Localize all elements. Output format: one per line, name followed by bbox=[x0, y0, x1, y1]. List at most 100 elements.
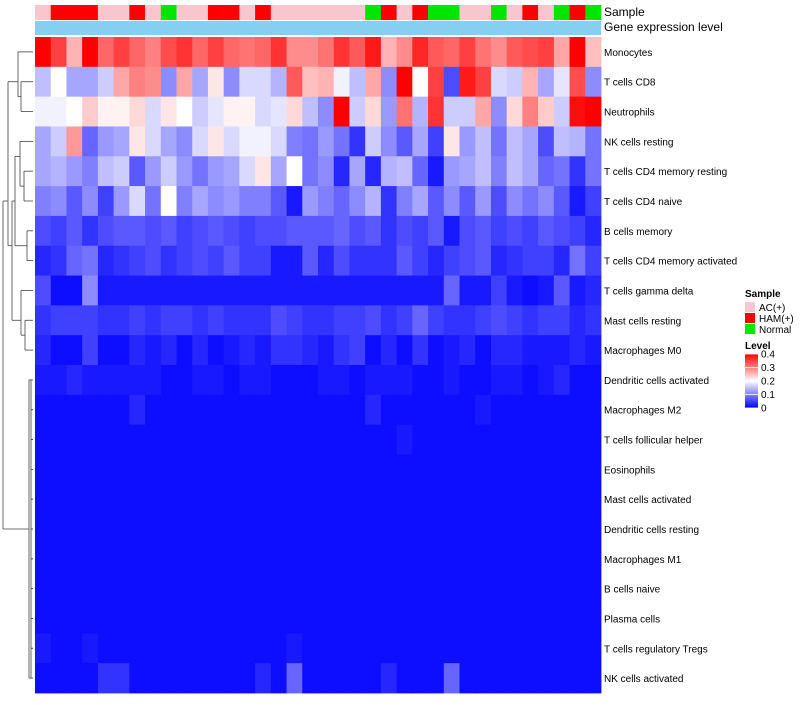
heatmap-cell bbox=[443, 633, 460, 664]
heatmap-cell bbox=[428, 663, 445, 694]
heatmap-cell bbox=[160, 663, 177, 694]
heatmap-cell bbox=[176, 424, 193, 455]
heatmap-cell bbox=[192, 215, 209, 247]
heatmap-cell bbox=[66, 245, 83, 276]
heatmap-cell bbox=[349, 514, 366, 545]
heatmap-cell bbox=[459, 215, 476, 247]
heatmap-cell bbox=[270, 514, 287, 545]
heatmap-cell bbox=[160, 424, 177, 455]
sample-annotation-cell bbox=[443, 5, 460, 20]
heatmap-cell bbox=[318, 37, 335, 68]
heatmap-cell bbox=[145, 335, 162, 366]
heatmap-cell bbox=[443, 245, 460, 276]
heatmap-cell bbox=[192, 275, 209, 306]
heatmap-cell bbox=[145, 186, 162, 217]
heatmap-cell bbox=[82, 603, 99, 634]
heatmap-cell bbox=[160, 215, 177, 247]
heatmap-cell bbox=[506, 484, 523, 515]
heatmap-cell bbox=[333, 66, 350, 98]
heatmap-cell bbox=[522, 305, 539, 336]
heatmap-cell bbox=[380, 215, 398, 247]
heatmap-cell bbox=[207, 37, 225, 68]
heatmap-cell bbox=[412, 335, 429, 366]
heatmap-cell bbox=[160, 394, 177, 426]
heatmap-cell bbox=[113, 514, 130, 545]
heatmap-cell bbox=[176, 365, 193, 396]
heatmap-cell bbox=[113, 126, 130, 157]
heatmap-cell bbox=[569, 424, 586, 455]
heatmap-cell bbox=[333, 454, 350, 485]
heatmap-cell bbox=[490, 603, 508, 634]
heatmap-cell bbox=[412, 484, 429, 515]
heatmap-cell bbox=[97, 186, 115, 217]
heatmap-cell bbox=[553, 484, 570, 515]
heatmap-cell bbox=[553, 126, 570, 157]
heatmap-cell bbox=[223, 305, 240, 336]
heatmap-cell bbox=[113, 543, 130, 575]
heatmap-cell bbox=[569, 603, 586, 634]
heatmap-cell bbox=[113, 394, 130, 426]
heatmap-cell bbox=[192, 603, 209, 634]
heatmap-cell bbox=[459, 66, 476, 98]
heatmap-cell bbox=[428, 156, 445, 187]
heatmap-cell bbox=[318, 514, 335, 545]
heatmap-cell bbox=[585, 603, 602, 634]
heatmap-cell bbox=[113, 454, 130, 485]
heatmap-cell bbox=[239, 365, 256, 396]
heatmap-cell bbox=[82, 126, 99, 157]
heatmap-cell bbox=[35, 245, 52, 276]
row-label: Monocytes bbox=[604, 48, 652, 59]
heatmap-cell bbox=[176, 245, 193, 276]
row-label: Macrophages M2 bbox=[604, 406, 682, 417]
heatmap-cell bbox=[113, 66, 130, 98]
sample-annotation-cell bbox=[302, 5, 319, 20]
heatmap-cell bbox=[318, 573, 335, 604]
heatmap-cell bbox=[365, 424, 382, 455]
heatmap-cell bbox=[270, 603, 287, 634]
heatmap-cell bbox=[160, 543, 177, 575]
row-label: Mast cells resting bbox=[604, 316, 681, 327]
heatmap-cell bbox=[35, 543, 52, 575]
row-label: NK cells activated bbox=[604, 674, 683, 685]
heatmap-cell bbox=[333, 663, 350, 694]
heatmap-cell bbox=[318, 215, 335, 247]
sample-annotation-cell bbox=[538, 5, 555, 20]
heatmap-cell bbox=[97, 454, 115, 485]
heatmap-cell bbox=[490, 365, 508, 396]
heatmap-cell bbox=[255, 96, 272, 127]
heatmap-cell bbox=[538, 514, 555, 545]
heatmap-cell bbox=[365, 365, 382, 396]
heatmap-cell bbox=[207, 603, 225, 634]
heatmap-cell bbox=[176, 454, 193, 485]
heatmap-cell bbox=[443, 335, 460, 366]
heatmap-cell bbox=[160, 275, 177, 306]
heatmap-cell bbox=[302, 245, 319, 276]
heatmap-cell bbox=[585, 394, 602, 426]
heatmap-cell bbox=[270, 573, 287, 604]
heatmap-cell bbox=[97, 514, 115, 545]
legend-level-ticks: 0.4 0.3 0.2 0.1 0 bbox=[745, 350, 775, 415]
heatmap-cell bbox=[538, 96, 555, 127]
heatmap-cell bbox=[412, 663, 429, 694]
heatmap-cell bbox=[585, 186, 602, 217]
heatmap-cell bbox=[490, 394, 508, 426]
heatmap-cell bbox=[192, 335, 209, 366]
heatmap-cell bbox=[365, 514, 382, 545]
heatmap-cell bbox=[160, 96, 177, 127]
heatmap-cell bbox=[286, 245, 303, 276]
heatmap-cell bbox=[223, 126, 240, 157]
heatmap-cell bbox=[255, 484, 272, 515]
heatmap-cell bbox=[113, 663, 130, 694]
heatmap-cell bbox=[506, 514, 523, 545]
heatmap-cell bbox=[129, 305, 146, 336]
heatmap-cell bbox=[349, 633, 366, 664]
heatmap-cell bbox=[412, 365, 429, 396]
sample-annotation-cell bbox=[412, 5, 429, 20]
heatmap-cell bbox=[506, 543, 523, 575]
heatmap-cell bbox=[349, 215, 366, 247]
heatmap-cell bbox=[113, 573, 130, 604]
heatmap-cell bbox=[35, 215, 52, 247]
heatmap-cell bbox=[412, 275, 429, 306]
sample-annotation-cell bbox=[176, 5, 193, 20]
heatmap-cell bbox=[145, 424, 162, 455]
